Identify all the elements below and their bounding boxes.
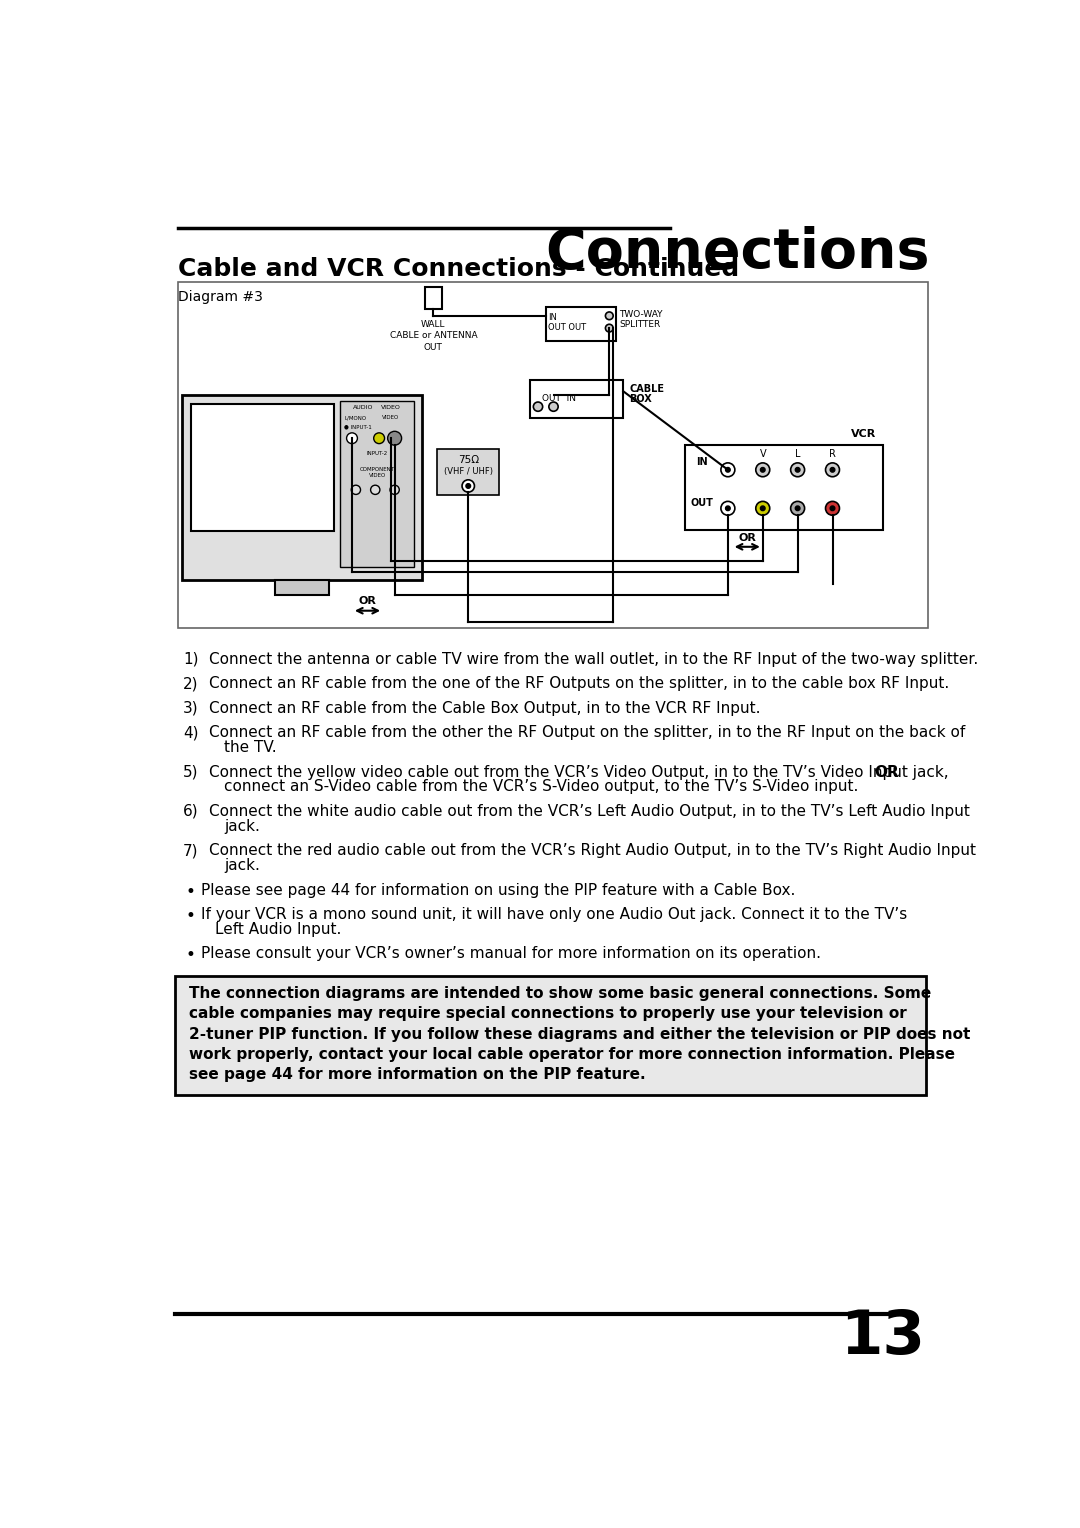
Circle shape [795,506,800,510]
Text: AUDIO: AUDIO [353,405,374,410]
Circle shape [351,486,361,495]
Circle shape [606,312,613,319]
Circle shape [760,506,765,510]
Circle shape [374,432,384,443]
Text: VIDEO: VIDEO [382,416,400,420]
Text: TWO-WAY: TWO-WAY [619,310,663,319]
Circle shape [760,468,765,472]
Text: Connect the white audio cable out from the VCR’s Left Audio Output, in to the TV: Connect the white audio cable out from t… [208,804,970,819]
Circle shape [726,468,730,472]
Text: OR: OR [739,533,756,542]
Circle shape [465,484,471,489]
Text: Connect the red audio cable out from the VCR’s Right Audio Output, in to the TV’: Connect the red audio cable out from the… [208,843,975,859]
Text: •: • [186,908,195,924]
Text: see page 44 for more information on the PIP feature.: see page 44 for more information on the … [189,1067,646,1082]
Text: work properly, contact your local cable operator for more connection information: work properly, contact your local cable … [189,1047,955,1062]
Text: 3): 3) [183,701,199,715]
Circle shape [347,432,357,443]
Text: cable companies may require special connections to properly use your television : cable companies may require special conn… [189,1007,907,1022]
Circle shape [756,501,770,515]
Bar [437,449,499,495]
Text: Left Audio Input.: Left Audio Input. [215,921,341,937]
Text: 13: 13 [840,1308,926,1366]
Bar [274,581,328,596]
Text: 1): 1) [183,651,199,666]
Text: 6): 6) [183,804,199,819]
Text: ● INPUT-1: ● INPUT-1 [345,425,372,429]
Text: jack.: jack. [225,857,260,872]
Text: Connect an RF cable from the Cable Box Output, in to the VCR RF Input.: Connect an RF cable from the Cable Box O… [208,701,760,715]
Circle shape [795,468,800,472]
Bar [340,402,414,567]
Text: IN: IN [697,457,708,468]
Circle shape [791,463,805,477]
Circle shape [831,506,835,510]
Circle shape [831,468,835,472]
Circle shape [721,463,734,477]
Circle shape [390,486,400,495]
Circle shape [606,324,613,332]
Text: Connections: Connections [545,226,930,280]
Text: OR: OR [875,764,899,779]
Text: OUT OUT: OUT OUT [548,324,586,333]
Bar [177,283,928,628]
Text: 2): 2) [183,677,199,691]
Text: •: • [186,946,195,964]
Text: the TV.: the TV. [225,740,276,755]
Circle shape [388,431,402,445]
Text: The connection diagrams are intended to show some basic general connections. Som: The connection diagrams are intended to … [189,987,931,1001]
Text: OUT  IN: OUT IN [542,394,576,402]
Text: L/MONO: L/MONO [345,416,367,420]
Circle shape [462,480,474,492]
Circle shape [534,402,542,411]
Circle shape [726,506,730,510]
Text: Connect the yellow video cable out from the VCR’s Video Output, in to the TV’s V: Connect the yellow video cable out from … [208,764,954,779]
Text: Please see page 44 for information on using the PIP feature with a Cable Box.: Please see page 44 for information on us… [201,883,795,897]
Text: Connect an RF cable from the one of the RF Outputs on the splitter, in to the ca: Connect an RF cable from the one of the … [208,677,949,691]
Text: 7): 7) [183,843,199,859]
Circle shape [370,486,380,495]
Text: L: L [795,449,800,460]
Text: Cable and VCR Connections - Continued: Cable and VCR Connections - Continued [177,257,739,281]
Text: OR: OR [359,596,377,607]
Text: Connect an RF cable from the other the RF Output on the splitter, in to the RF I: Connect an RF cable from the other the R… [208,726,964,741]
Bar [181,396,422,581]
Circle shape [791,501,805,515]
Text: WALL
CABLE or ANTENNA
OUT: WALL CABLE or ANTENNA OUT [390,319,477,353]
Text: VIDEO: VIDEO [381,405,401,410]
Circle shape [825,463,839,477]
Text: •: • [186,883,195,900]
Text: Diagram #3: Diagram #3 [177,290,262,304]
Bar [191,405,334,532]
Text: Please consult your VCR’s owner’s manual for more information on its operation.: Please consult your VCR’s owner’s manual… [201,946,821,961]
Circle shape [825,501,839,515]
Text: BOX: BOX [630,394,652,403]
Bar [175,976,926,1096]
Text: CABLE: CABLE [630,384,664,394]
Text: V: V [759,449,766,460]
Text: OUT: OUT [691,498,714,507]
Text: COMPONENT
VIDEO: COMPONENT VIDEO [360,466,395,478]
Text: IN: IN [548,313,557,322]
Text: (VHF / UHF): (VHF / UHF) [444,468,492,477]
Text: If your VCR is a mono sound unit, it will have only one Audio Out jack. Connect : If your VCR is a mono sound unit, it wil… [201,908,907,923]
Text: R: R [829,449,836,460]
Text: 5): 5) [183,764,199,779]
Bar [530,380,623,419]
Bar [685,445,882,530]
Text: VCR: VCR [851,429,877,439]
Text: INPUT-2: INPUT-2 [367,451,388,457]
Circle shape [549,402,558,411]
Text: 4): 4) [183,726,199,741]
Circle shape [721,501,734,515]
Bar [545,307,616,341]
Text: 2-tuner PIP function. If you follow these diagrams and either the television or : 2-tuner PIP function. If you follow thes… [189,1027,971,1042]
Text: connect an S-Video cable from the VCR’s S-Video output, to the TV’s S-Video inpu: connect an S-Video cable from the VCR’s … [225,779,859,795]
Text: jack.: jack. [225,819,260,834]
Text: SPLITTER: SPLITTER [619,321,661,330]
Text: Connect the antenna or cable TV wire from the wall outlet, in to the RF Input of: Connect the antenna or cable TV wire fro… [208,651,977,666]
Bar [424,287,442,309]
Circle shape [756,463,770,477]
Text: 75Ω: 75Ω [458,455,478,465]
